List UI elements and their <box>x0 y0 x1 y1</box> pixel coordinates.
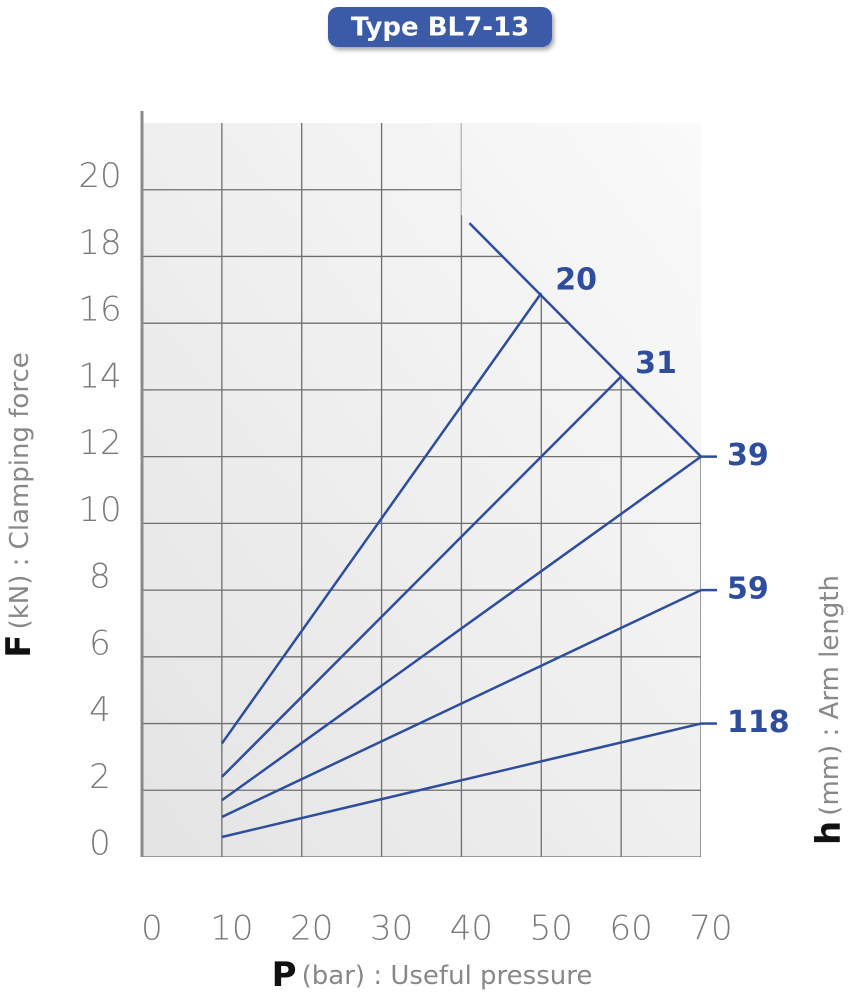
x-tick-label: 10 <box>210 909 253 949</box>
x-tick-label: 60 <box>610 909 653 949</box>
series-line <box>221 588 702 819</box>
chart-title: Type BL7-13 <box>351 13 529 43</box>
y-tick-label: 4 <box>89 690 111 730</box>
legend-title: h (mm) : Arm length <box>809 575 849 845</box>
legend-symbol: h <box>809 821 849 845</box>
x-tick-label: 30 <box>370 909 413 949</box>
series-line <box>220 375 623 778</box>
y-axis-symbol: F <box>0 635 39 658</box>
plot-background <box>142 123 701 857</box>
x-tick-label: 0 <box>141 909 163 949</box>
y-tick-label: 12 <box>78 423 121 463</box>
x-axis-symbol: P <box>272 955 297 995</box>
y-tick-label: 16 <box>78 290 121 330</box>
title-pill <box>328 7 552 47</box>
y-axis-label: F (kN) : Clamping force <box>0 352 39 658</box>
x-tick-label: 50 <box>530 909 573 949</box>
envelope-line <box>468 222 702 458</box>
y-tick-label: 10 <box>78 490 121 530</box>
series-label: 59 <box>727 572 769 607</box>
series-label: 39 <box>727 438 769 473</box>
legend-text: (mm) : Arm length <box>815 575 845 816</box>
y-tick-label: 6 <box>89 623 111 663</box>
series-line <box>221 455 702 802</box>
series-line <box>221 722 702 839</box>
x-axis-text: (bar) : Useful pressure <box>302 961 593 991</box>
x-tick-label: 40 <box>450 909 493 949</box>
plot-area: 0 10 20 30 40 50 60 70 0 2 4 6 8 10 12 14 16 18 20 20 31 39 59… <box>78 111 790 949</box>
y-tick-label: 2 <box>89 757 111 797</box>
series-line <box>220 292 543 745</box>
x-axis-label: P (bar) : Useful pressure <box>272 955 593 995</box>
y-tick-label: 0 <box>89 824 111 864</box>
y-tick-label: 20 <box>78 156 121 196</box>
x-tick-label: 70 <box>689 909 732 949</box>
y-axis-text: (kN) : Clamping force <box>5 352 35 629</box>
y-tick-label: 14 <box>78 356 121 396</box>
series-label: 118 <box>727 705 790 740</box>
x-tick-label: 20 <box>290 909 333 949</box>
series-label: 31 <box>635 346 677 381</box>
y-tick-label: 18 <box>78 223 121 263</box>
series-label: 20 <box>555 263 597 298</box>
y-tick-label: 8 <box>89 557 111 597</box>
